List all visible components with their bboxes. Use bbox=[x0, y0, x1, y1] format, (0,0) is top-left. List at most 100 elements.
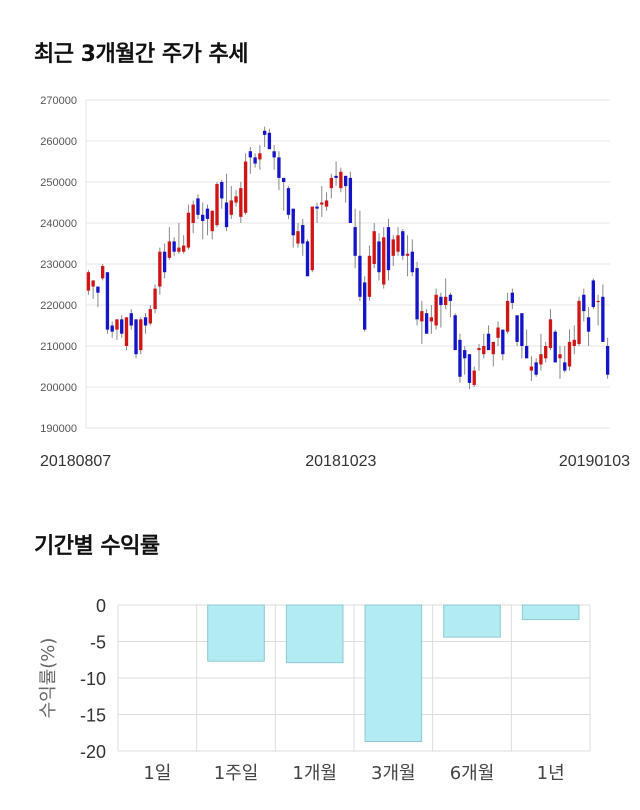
candle bbox=[529, 356, 534, 381]
candle-body bbox=[458, 339, 462, 377]
candle bbox=[115, 319, 119, 340]
candle-body bbox=[205, 208, 210, 219]
chart2-y-tick: -5 bbox=[90, 633, 106, 653]
candle-body bbox=[358, 255, 362, 297]
candle-body bbox=[601, 296, 605, 342]
stock-trend-title: 최근 3개월간 주가 추세 bbox=[34, 42, 248, 67]
candle-body bbox=[396, 235, 400, 252]
candle bbox=[544, 341, 548, 363]
candle bbox=[191, 200, 195, 234]
candle-body bbox=[448, 294, 453, 301]
candle-body bbox=[234, 196, 238, 203]
candle-body bbox=[158, 251, 162, 287]
candle bbox=[329, 173, 333, 199]
candle-body bbox=[563, 362, 567, 371]
candle-body bbox=[301, 225, 305, 244]
candle-body bbox=[482, 346, 486, 355]
candle-body bbox=[382, 237, 386, 285]
candle-body bbox=[401, 231, 405, 256]
candle bbox=[553, 329, 557, 363]
chart1-y-tick: 270000 bbox=[40, 95, 77, 107]
candle-body bbox=[491, 341, 495, 355]
candle-body bbox=[105, 272, 110, 330]
candle-body bbox=[515, 315, 519, 342]
candle-body bbox=[477, 348, 481, 351]
candle bbox=[539, 333, 543, 371]
candle bbox=[143, 313, 148, 334]
candle-body bbox=[177, 247, 181, 252]
candle-body bbox=[463, 350, 467, 359]
candle-body bbox=[296, 231, 300, 244]
candle-body bbox=[524, 346, 529, 359]
candle-body bbox=[329, 177, 333, 189]
candle bbox=[248, 147, 253, 174]
candle-body bbox=[334, 175, 338, 178]
candle-body bbox=[224, 202, 229, 228]
candle bbox=[239, 182, 243, 223]
candle-body bbox=[91, 280, 95, 287]
candle-body bbox=[367, 255, 372, 297]
candle bbox=[567, 329, 572, 371]
candle-body bbox=[229, 200, 233, 215]
candle-body bbox=[472, 370, 476, 385]
candle-body bbox=[453, 315, 457, 351]
candle-body bbox=[324, 200, 329, 207]
candle bbox=[548, 309, 553, 351]
candle bbox=[286, 186, 291, 219]
candle-body bbox=[410, 251, 414, 273]
candle-body bbox=[162, 251, 167, 273]
candle bbox=[96, 286, 100, 308]
chart2-gridlines bbox=[117, 604, 591, 752]
candle-body bbox=[282, 177, 286, 182]
candle-body bbox=[310, 206, 314, 271]
chart2-x-tick: 1주일 bbox=[214, 763, 259, 784]
candle-body bbox=[129, 313, 133, 326]
candle bbox=[463, 346, 467, 375]
candle-body bbox=[439, 296, 443, 305]
candle bbox=[148, 305, 152, 326]
chart2-y-tick: -10 bbox=[80, 669, 106, 689]
chart1-y-tick: 220000 bbox=[40, 300, 77, 312]
candle bbox=[315, 202, 319, 223]
candle-body bbox=[582, 294, 586, 312]
candle-body bbox=[596, 300, 600, 303]
candle-body bbox=[101, 266, 105, 279]
candle bbox=[320, 186, 324, 217]
chart1-gridlines bbox=[85, 99, 610, 429]
candle bbox=[291, 208, 295, 248]
candle bbox=[220, 179, 224, 209]
candle-body bbox=[363, 282, 367, 330]
candle-body bbox=[139, 319, 143, 351]
chart2-y-tick: -15 bbox=[80, 706, 106, 726]
chart1-y-tick: 260000 bbox=[40, 136, 77, 148]
candle-body bbox=[520, 313, 524, 346]
candle-body bbox=[372, 231, 376, 264]
chart2-x-tick: 1년 bbox=[537, 763, 565, 784]
chart2-x-tick: 6개월 bbox=[450, 763, 495, 784]
candle-body bbox=[567, 341, 572, 367]
candle-body bbox=[467, 354, 472, 383]
candle-body bbox=[424, 313, 429, 334]
candle-body bbox=[172, 241, 176, 252]
candle bbox=[486, 325, 491, 351]
candle bbox=[520, 313, 524, 359]
candle-body bbox=[243, 161, 248, 213]
candle-body bbox=[110, 325, 114, 332]
chart1-x-tick: 20190103 bbox=[559, 453, 630, 470]
candle bbox=[405, 235, 410, 277]
candle bbox=[367, 245, 372, 301]
candle bbox=[310, 206, 314, 273]
candle-body bbox=[196, 198, 200, 215]
candle-body bbox=[315, 206, 319, 209]
candle-body bbox=[577, 300, 581, 344]
candle bbox=[91, 280, 95, 299]
candle bbox=[605, 337, 610, 379]
candle bbox=[401, 229, 405, 260]
candle bbox=[448, 292, 453, 318]
candle bbox=[258, 145, 262, 170]
chart2-bar bbox=[364, 604, 423, 743]
candle-body bbox=[291, 208, 295, 236]
candle bbox=[229, 186, 233, 219]
candle-body bbox=[510, 292, 515, 303]
